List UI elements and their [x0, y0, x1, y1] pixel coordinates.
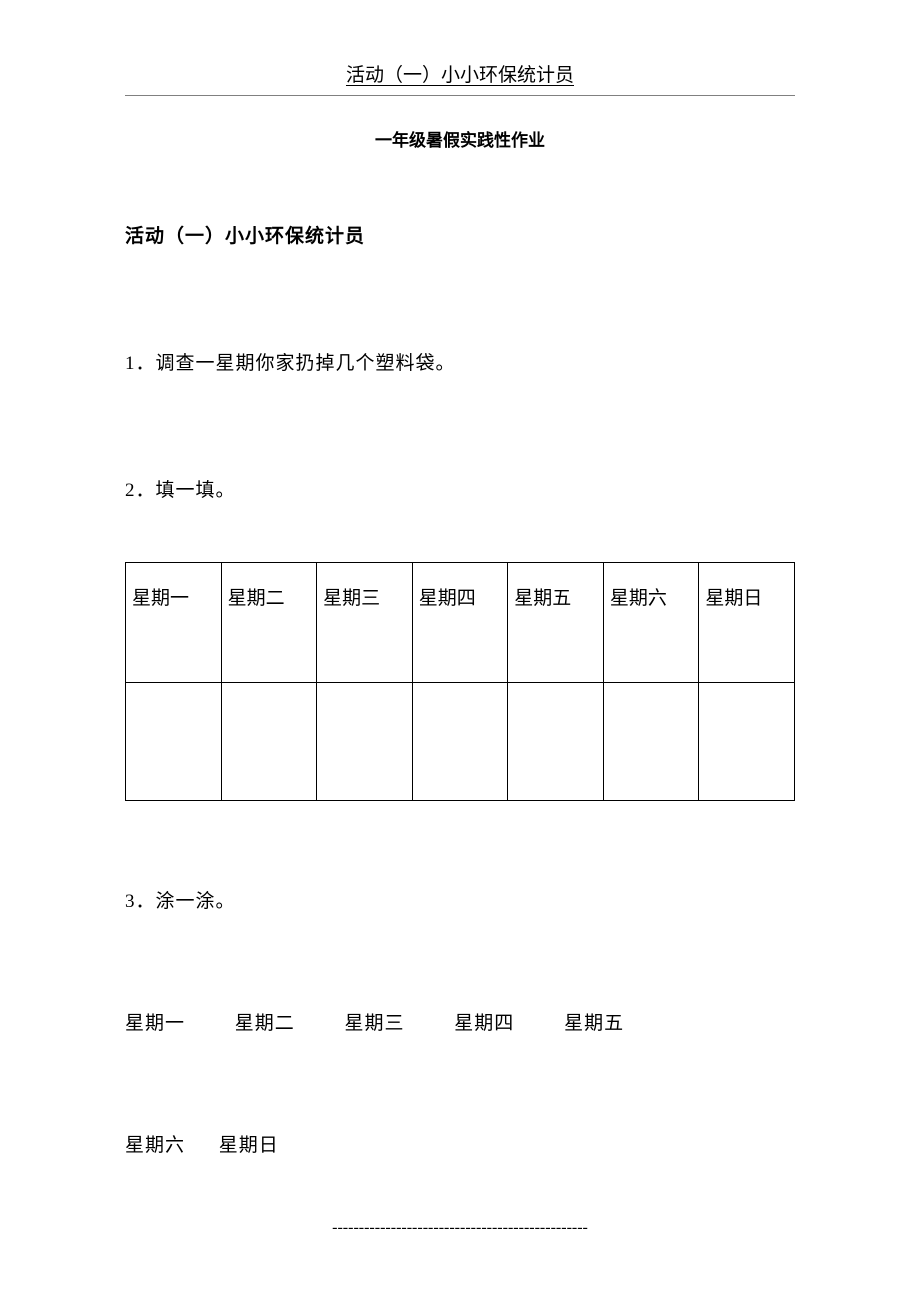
table-data-cell[interactable] [317, 683, 413, 801]
question-2: 2．填一填。 [125, 475, 795, 502]
table-header-cell: 星期二 [221, 563, 317, 683]
table-data-row [126, 683, 795, 801]
table-data-cell[interactable] [603, 683, 699, 801]
table-header-cell: 星期四 [412, 563, 508, 683]
day-label: 星期三 [345, 1013, 405, 1034]
day-label: 星期一 [125, 1013, 185, 1034]
table-header-cell: 星期三 [317, 563, 413, 683]
table-container: 星期一 星期二 星期三 星期四 星期五 星期六 星期日 [125, 562, 795, 801]
page-container: 活动（一）小小环保统计员 一年级暑假实践性作业 活动（一）小小环保统计员 1．调… [0, 0, 920, 1197]
header-section: 活动（一）小小环保统计员 [125, 60, 795, 89]
table-header-cell: 星期五 [508, 563, 604, 683]
footer-divider: ----------------------------------------… [0, 1219, 920, 1237]
day-label: 星期二 [235, 1013, 295, 1034]
question-3: 3．涂一涂。 [125, 886, 795, 913]
question-1: 1．调查一星期你家扔掉几个塑料袋。 [125, 348, 795, 375]
table-data-cell[interactable] [508, 683, 604, 801]
days-row-2: 星期六 星期日 [125, 1130, 795, 1157]
table-header-row: 星期一 星期二 星期三 星期四 星期五 星期六 星期日 [126, 563, 795, 683]
table-data-cell[interactable] [221, 683, 317, 801]
days-row-1: 星期一 星期二 星期三 星期四 星期五 [125, 1008, 795, 1035]
table-data-cell[interactable] [412, 683, 508, 801]
page-subtitle: 一年级暑假实践性作业 [125, 126, 795, 151]
table-header-cell: 星期一 [126, 563, 222, 683]
table-header-cell: 星期日 [699, 563, 795, 683]
day-label: 星期日 [219, 1135, 279, 1156]
header-divider [125, 95, 795, 96]
day-label: 星期五 [564, 1013, 624, 1034]
table-data-cell[interactable] [699, 683, 795, 801]
header-title: 活动（一）小小环保统计员 [346, 60, 574, 89]
activity-title: 活动（一）小小环保统计员 [125, 221, 795, 248]
table-header-cell: 星期六 [603, 563, 699, 683]
day-label: 星期四 [454, 1013, 514, 1034]
day-label: 星期六 [125, 1135, 185, 1156]
weekday-table: 星期一 星期二 星期三 星期四 星期五 星期六 星期日 [125, 562, 795, 801]
table-data-cell[interactable] [126, 683, 222, 801]
